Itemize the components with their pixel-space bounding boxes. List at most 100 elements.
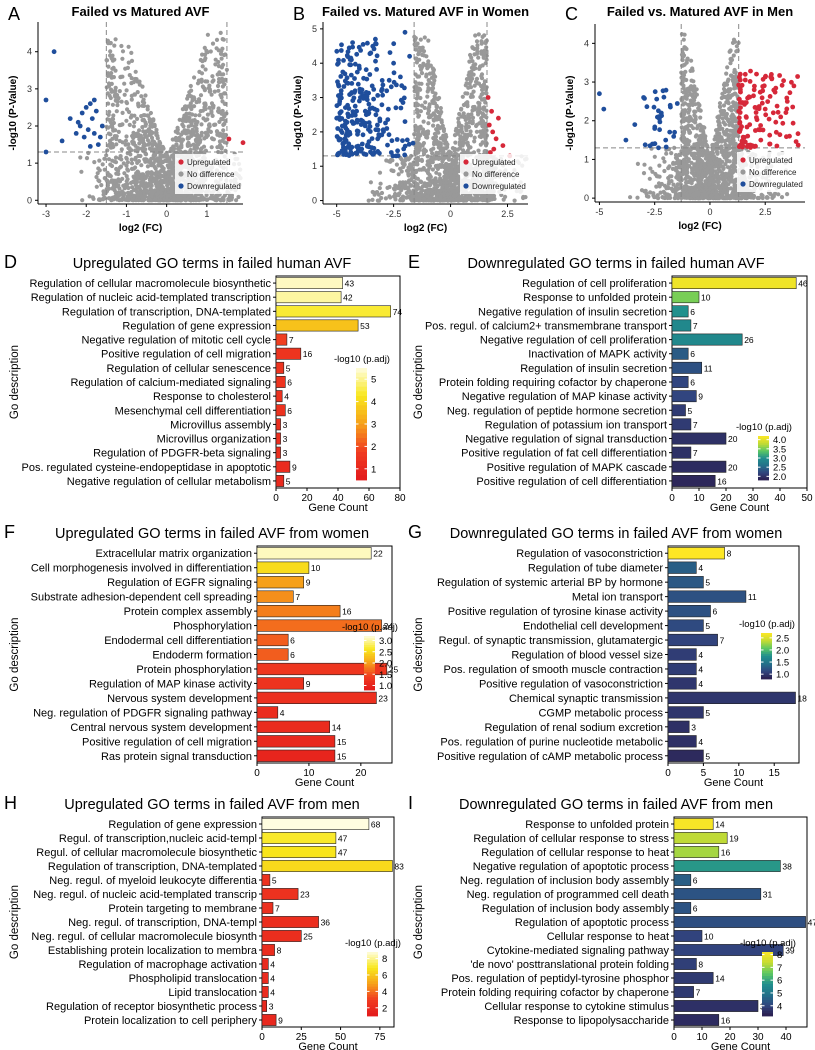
volcano-title: Failed vs. Matured AVF in Women <box>322 4 529 19</box>
no-difference-point <box>182 193 187 199</box>
no-difference-point <box>146 128 151 134</box>
no-difference-point <box>108 145 114 150</box>
no-difference-point <box>476 148 481 153</box>
no-difference-point <box>189 94 194 99</box>
no-difference-point <box>417 186 422 191</box>
upregulated-point <box>753 110 759 115</box>
no-difference-point <box>722 112 727 117</box>
downregulated-point <box>377 116 383 122</box>
no-difference-point <box>654 184 659 189</box>
downregulated-point <box>336 60 341 66</box>
no-difference-point <box>430 82 436 88</box>
no-difference-point <box>135 145 140 150</box>
downregulated-point <box>354 108 359 114</box>
downregulated-point <box>601 106 607 112</box>
upregulated-point <box>787 133 792 139</box>
no-difference-point <box>152 164 157 169</box>
upregulated-point <box>754 71 759 77</box>
no-difference-point <box>667 174 673 179</box>
no-difference-point <box>442 146 447 151</box>
no-difference-point <box>407 155 412 161</box>
no-difference-point <box>128 191 133 196</box>
no-difference-point <box>715 185 720 190</box>
no-difference-point <box>723 148 729 153</box>
no-difference-point <box>126 44 131 49</box>
no-difference-point <box>129 161 135 166</box>
no-difference-point <box>210 79 215 84</box>
no-difference-point <box>205 79 210 84</box>
downregulated-legend-label: Downregulated <box>187 182 241 191</box>
upregulated-point <box>774 143 780 149</box>
upregulated-point <box>758 123 763 128</box>
no-difference-point <box>207 83 212 88</box>
no-difference-point <box>204 197 209 202</box>
no-difference-point <box>690 92 696 97</box>
downregulated-point <box>373 41 379 47</box>
no-difference-point <box>442 198 447 203</box>
no-difference-point <box>469 69 474 74</box>
no-difference-point <box>194 139 199 144</box>
downregulated-point <box>344 119 349 125</box>
no-difference-point <box>474 122 479 127</box>
no-difference-point <box>435 140 440 145</box>
no-difference-point <box>684 60 689 65</box>
no-difference-point <box>444 180 449 186</box>
no-difference-point <box>464 121 469 126</box>
upregulated-point <box>777 73 782 78</box>
no-difference-point <box>478 64 483 69</box>
no-difference-point <box>222 101 227 106</box>
no-difference-point <box>407 178 412 183</box>
no-difference-point <box>106 81 112 86</box>
downregulated-point <box>73 131 79 136</box>
no-difference-point <box>203 130 208 135</box>
no-difference-point <box>179 132 184 137</box>
upregulated-point <box>760 84 766 89</box>
no-difference-point <box>398 198 403 203</box>
no-difference-point <box>711 156 716 161</box>
no-difference-point <box>188 83 193 89</box>
downregulated-point <box>345 80 351 86</box>
no-difference-point <box>220 138 225 143</box>
no-difference-point <box>204 48 209 53</box>
x-tick-label: -2.5 <box>386 209 402 219</box>
upregulated-point <box>743 114 749 120</box>
downregulated-point <box>340 141 346 146</box>
downregulated-point <box>379 86 385 92</box>
x-tick-label: -5 <box>595 207 603 217</box>
panel-letter: C <box>565 4 578 24</box>
downregulated-point <box>337 110 343 116</box>
no-difference-point <box>132 180 137 185</box>
no-difference-point <box>635 161 641 166</box>
no-difference-point <box>444 184 449 190</box>
no-difference-point <box>112 43 117 48</box>
downregulated-point <box>656 145 661 151</box>
upregulated-point <box>791 83 797 89</box>
volcano-title: Failed vs. Matured AVF in Men <box>607 4 793 19</box>
no-difference-point <box>187 111 192 116</box>
no-difference-point <box>397 182 403 187</box>
downregulated-point <box>391 60 396 66</box>
volcano-panel-c: C Failed vs. Matured AVF in Men-5 -2.5 0 2.5… <box>565 4 807 232</box>
downregulated-point <box>359 141 365 147</box>
no-difference-point <box>770 195 775 200</box>
no-difference-point <box>84 156 90 161</box>
no-difference-point <box>710 150 715 155</box>
no-difference-point <box>119 157 124 162</box>
no-difference-point <box>156 185 161 190</box>
upregulated-point <box>736 115 742 121</box>
no-difference-point <box>434 116 439 121</box>
downregulated-point <box>642 142 648 148</box>
no-difference-point <box>119 147 124 152</box>
no-difference-point <box>421 49 427 54</box>
no-difference-point <box>236 194 241 200</box>
no-difference-point <box>421 119 426 124</box>
downregulated-point <box>375 136 381 142</box>
no-difference-point <box>106 101 111 106</box>
no-difference-point <box>199 71 205 76</box>
no-difference-point <box>714 149 720 155</box>
no-difference-point <box>442 156 447 161</box>
no-difference-point <box>688 117 693 122</box>
downregulated-point <box>404 137 410 143</box>
no-difference-point <box>452 170 457 175</box>
no-difference-point <box>210 74 215 79</box>
